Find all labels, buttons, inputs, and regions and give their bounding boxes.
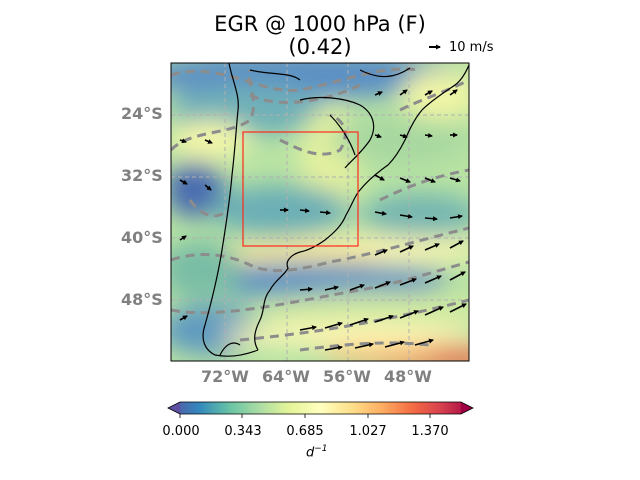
map-subtitle: (0.42) bbox=[288, 35, 352, 59]
latitude-label-48s: 48°S bbox=[121, 290, 163, 309]
colorbar-unit-exponent: −1 bbox=[314, 444, 328, 454]
map-frame bbox=[170, 62, 470, 362]
colorbar-tick-label: 1.370 bbox=[411, 424, 449, 439]
longitude-label-64w: 64°W bbox=[262, 367, 310, 386]
colorbar bbox=[167, 401, 474, 418]
map-title: EGR @ 1000 hPa (F) bbox=[214, 12, 426, 36]
map-panel bbox=[171, 63, 469, 361]
colorbar-tick-label: 1.027 bbox=[349, 424, 387, 439]
colorbar-tick-label: 0.343 bbox=[224, 424, 262, 439]
coastline bbox=[202, 63, 469, 357]
latitude-label-40s: 40°S bbox=[121, 228, 163, 247]
colorbar-min-extend bbox=[168, 402, 180, 414]
latitude-label-32s: 32°S bbox=[121, 166, 163, 185]
colorbar-tick-label: 0.685 bbox=[286, 424, 324, 439]
longitude-label-56w: 56°W bbox=[323, 367, 371, 386]
colorbar-gradient bbox=[168, 402, 473, 414]
wind-vectors bbox=[179, 89, 467, 351]
colorbar-unit-label: d−1 bbox=[306, 444, 328, 460]
colorbar-tick-label: 0.000 bbox=[162, 424, 200, 439]
colorbar-max-extend bbox=[461, 402, 473, 414]
colorbar-tick-marks bbox=[179, 414, 431, 418]
longitude-label-48w: 48°W bbox=[384, 367, 432, 386]
latitude-label-24s: 24°S bbox=[121, 104, 163, 123]
highlight-box bbox=[242, 131, 359, 247]
longitude-label-72w: 72°W bbox=[201, 367, 249, 386]
reference-vector-label: 10 m/s bbox=[449, 40, 494, 55]
colorbar-outline bbox=[167, 401, 474, 415]
colorbar-unit-base: d bbox=[306, 445, 315, 461]
